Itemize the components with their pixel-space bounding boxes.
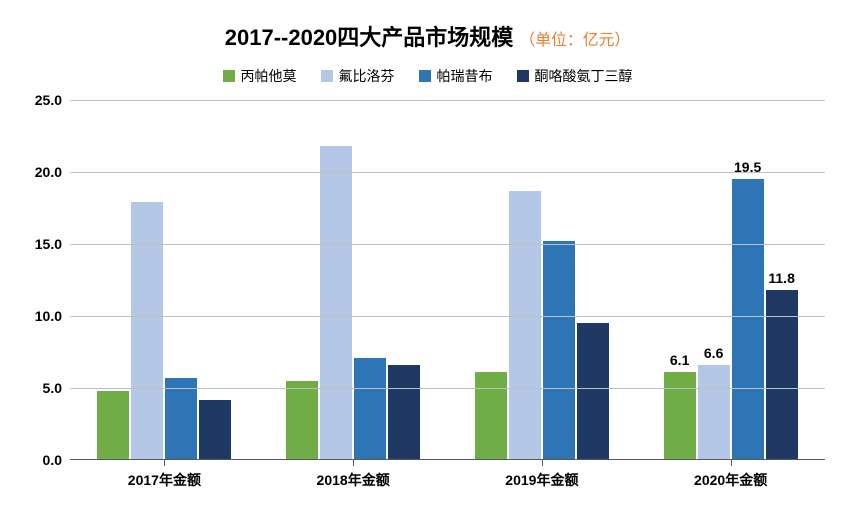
bar-group bbox=[70, 100, 259, 460]
x-tick-mark bbox=[731, 460, 732, 466]
grid-line bbox=[70, 316, 825, 317]
x-tick-mark bbox=[542, 460, 543, 466]
grid-line bbox=[70, 388, 825, 389]
bar bbox=[131, 202, 163, 460]
x-tick-mark bbox=[164, 460, 165, 466]
y-axis: 0.05.010.015.020.025.0 bbox=[20, 100, 70, 460]
x-axis-line bbox=[70, 459, 825, 460]
bar bbox=[509, 191, 541, 460]
bar-groups: 6.16.619.511.8 bbox=[70, 100, 825, 460]
legend-item: 帕瑞昔布 bbox=[419, 66, 493, 86]
y-tick-label: 0.0 bbox=[43, 452, 62, 468]
bar bbox=[97, 391, 129, 460]
legend-item: 酮咯酸氨丁三醇 bbox=[517, 66, 633, 86]
legend-label: 帕瑞昔布 bbox=[437, 66, 493, 86]
bar bbox=[286, 381, 318, 460]
grid-line bbox=[70, 244, 825, 245]
y-tick-label: 10.0 bbox=[35, 308, 62, 324]
legend-swatch bbox=[419, 70, 431, 82]
bar-group bbox=[448, 100, 637, 460]
bar bbox=[165, 378, 197, 460]
legend: 丙帕他莫 氟比洛芬 帕瑞昔布 酮咯酸氨丁三醇 bbox=[20, 66, 835, 86]
plot-area: 0.05.010.015.020.025.0 6.16.619.511.8 bbox=[70, 100, 825, 460]
chart-title-unit: （单位：亿元） bbox=[519, 32, 630, 49]
x-axis-label: 2017年金额 bbox=[70, 470, 259, 490]
chart-title-main: 2017--2020四大产品市场规模 bbox=[225, 25, 514, 50]
bar bbox=[354, 358, 386, 460]
y-tick-label: 20.0 bbox=[35, 164, 62, 180]
x-axis-label: 2019年金额 bbox=[448, 470, 637, 490]
legend-item: 氟比洛芬 bbox=[321, 66, 395, 86]
bar bbox=[543, 241, 575, 460]
chart-title: 2017--2020四大产品市场规模 （单位：亿元） bbox=[20, 20, 835, 52]
legend-label: 丙帕他莫 bbox=[241, 66, 297, 86]
bar-value-label: 6.6 bbox=[704, 345, 723, 361]
x-axis-labels: 2017年金额2018年金额2019年金额2020年金额 bbox=[70, 470, 825, 490]
y-tick-label: 25.0 bbox=[35, 92, 62, 108]
bar bbox=[388, 365, 420, 460]
bar-value-label: 6.1 bbox=[670, 352, 689, 368]
x-axis-label: 2018年金额 bbox=[259, 470, 448, 490]
bar bbox=[577, 323, 609, 460]
bar-value-label: 11.8 bbox=[768, 270, 794, 286]
bar-group bbox=[259, 100, 448, 460]
chart-container: 2017--2020四大产品市场规模 （单位：亿元） 丙帕他莫 氟比洛芬 帕瑞昔布 酮… bbox=[0, 0, 865, 515]
legend-swatch bbox=[321, 70, 333, 82]
grid-line bbox=[70, 172, 825, 173]
grid-line bbox=[70, 100, 825, 101]
legend-label: 酮咯酸氨丁三醇 bbox=[535, 66, 633, 86]
y-tick-label: 5.0 bbox=[43, 380, 62, 396]
x-tick-mark bbox=[353, 460, 354, 466]
legend-swatch bbox=[223, 70, 235, 82]
bar: 6.1 bbox=[664, 372, 696, 460]
legend-swatch bbox=[517, 70, 529, 82]
bar bbox=[199, 400, 231, 460]
bar bbox=[475, 372, 507, 460]
legend-item: 丙帕他莫 bbox=[223, 66, 297, 86]
y-tick-label: 15.0 bbox=[35, 236, 62, 252]
bar: 19.5 bbox=[732, 179, 764, 460]
bar-group: 6.16.619.511.8 bbox=[636, 100, 825, 460]
bar bbox=[320, 146, 352, 460]
x-axis-label: 2020年金额 bbox=[636, 470, 825, 490]
bar: 6.6 bbox=[698, 365, 730, 460]
legend-label: 氟比洛芬 bbox=[339, 66, 395, 86]
